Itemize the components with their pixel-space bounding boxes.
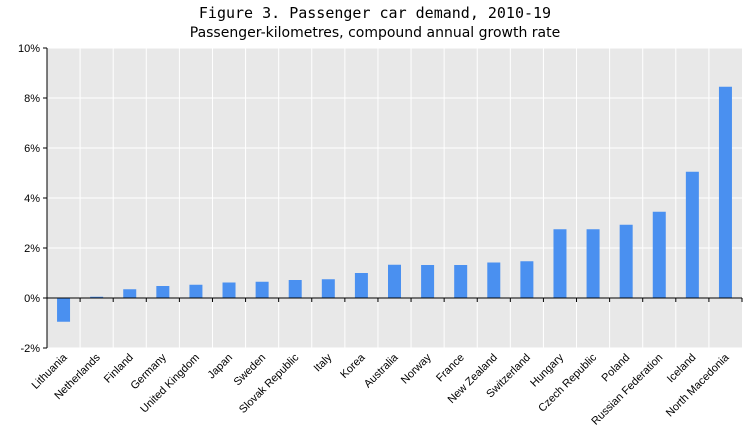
y-tick-label: 0% [24, 293, 40, 305]
category-label: Korea [338, 351, 368, 381]
bar-germany [156, 286, 170, 298]
chart-title: Figure 3. Passenger car demand, 2010-19 [198, 4, 552, 22]
y-tick-label: 6% [24, 143, 40, 155]
bar-italy [321, 279, 335, 298]
category-label: Japan [205, 352, 235, 382]
y-tick-label: 4% [24, 193, 40, 205]
bar-hungary [553, 229, 567, 298]
bar-czech-republic [586, 229, 600, 298]
bar-new-zealand [487, 262, 501, 298]
bar-russian-federation [652, 211, 666, 298]
bar-finland [123, 289, 137, 298]
y-tick-label: 8% [24, 93, 40, 105]
y-tick-label: 2% [24, 243, 40, 255]
bar-lithuania [57, 298, 71, 322]
category-label: Czech Republic [536, 351, 599, 414]
chart-subtitle: Passenger-kilometres, compound annual gr… [189, 25, 561, 41]
category-label: Norway [399, 351, 434, 386]
axes [43, 47, 743, 349]
bar-slovak-republic [288, 280, 302, 298]
bar-australia [388, 264, 401, 298]
category-label: Poland [600, 352, 633, 385]
bar-iceland [685, 171, 699, 298]
bar-norway [421, 265, 435, 298]
bar-sweden [255, 281, 269, 298]
bar-poland [619, 224, 633, 298]
category-label: Australia [362, 351, 401, 390]
bar-netherlands [90, 296, 104, 298]
y-tick-labels: -2% 0% 2% 4% 6% 8% 10% [18, 43, 40, 355]
bar-united-kingdom [189, 284, 203, 298]
y-tick-label: -2% [20, 343, 40, 355]
bar-japan [222, 282, 236, 298]
category-label: France [434, 352, 467, 385]
bar-switzerland [520, 261, 534, 298]
bar-korea [354, 273, 368, 298]
category-label: United Kingdom [138, 352, 202, 416]
bar-north-macedonia [718, 86, 732, 298]
category-label: Italy [312, 351, 335, 374]
bars [57, 86, 732, 322]
y-tick-label: 10% [18, 43, 40, 55]
category-label: Slovak Republic [237, 351, 302, 416]
category-label: North Macedonia [664, 351, 732, 419]
bar-france [454, 265, 468, 298]
